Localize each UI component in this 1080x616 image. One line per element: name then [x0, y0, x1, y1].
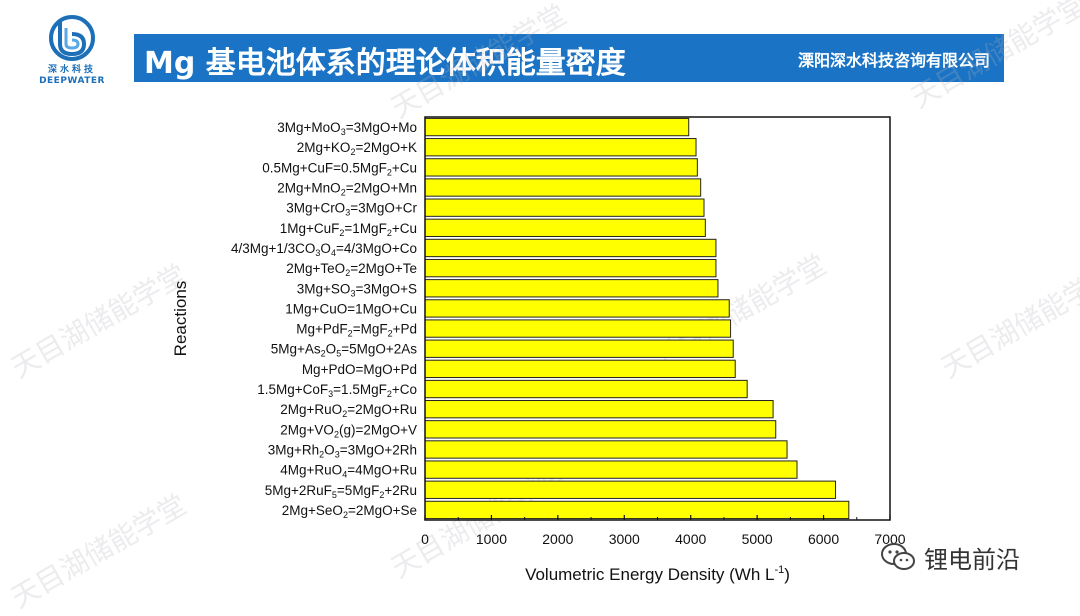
bar [424, 138, 697, 157]
category-labels-group: 3Mg+MoO3=3MgO+Mo 2Mg+KO2=2MgO+K 0.5Mg+CuF=… [231, 120, 418, 520]
category-label: 1.5Mg+CoF3=1.5MgF2+Co [257, 382, 417, 399]
category-label: 2Mg+KO2=2MgO+K [297, 140, 417, 157]
logo-text-en: DEEPWATER [39, 76, 105, 86]
title-bar: Mg 基电池体系的理论体积能量密度 溧阳深水科技咨询有限公司 [134, 34, 1004, 82]
bars-group [424, 117, 850, 520]
logo-text-cn: 深水科技 [47, 65, 96, 75]
bar [424, 319, 732, 338]
bar [424, 460, 798, 479]
page-title: Mg 基电池体系的理论体积能量密度 [144, 46, 626, 81]
category-label: 2Mg+TeO2=2MgO+Te [286, 261, 417, 278]
bar [424, 299, 730, 318]
bar [424, 218, 706, 237]
bar [424, 158, 698, 177]
bar [424, 359, 736, 379]
x-tick-label: 4000 [675, 531, 706, 547]
category-label: 2Mg+VO2(g)=2MgO+V [280, 422, 417, 439]
wechat-icon [881, 543, 915, 570]
bar [424, 379, 748, 399]
x-axis-label-main: Volumetric Energy Density (Wh L [525, 565, 774, 584]
wechat-label: 锂电前沿 [924, 545, 1020, 574]
bar [424, 258, 717, 278]
x-tick-label: 5000 [742, 531, 773, 547]
category-label: 5Mg+As2O5=5MgO+2As [271, 342, 417, 359]
bar [424, 178, 702, 197]
category-label: 5Mg+2RuF5=5MgF2+2Ru [265, 483, 417, 500]
category-label: 2Mg+SeO2=2MgO+Se [282, 503, 417, 520]
category-label: 0.5Mg+CuF=0.5MgF2+Cu [262, 160, 417, 177]
category-label: 2Mg+MnO2=2MgO+Mn [277, 181, 417, 198]
x-axis-label: Volumetric Energy Density (Wh L-1) [525, 564, 790, 584]
bar [424, 440, 788, 459]
x-axis-label-tail: ) [784, 565, 790, 584]
company-name: 溧阳深水科技咨询有限公司 [797, 51, 990, 70]
x-tick-label: 0 [421, 531, 429, 547]
bar [424, 198, 705, 217]
y-axis-label: Reactions [171, 281, 190, 357]
bar [424, 400, 774, 419]
category-label: 3Mg+Rh2O3=3MgO+2Rh [268, 442, 417, 459]
bar [424, 117, 690, 137]
category-label: 3Mg+MoO3=3MgO+Mo [277, 120, 417, 137]
x-tick-label: 1000 [476, 531, 507, 547]
bar [424, 480, 837, 499]
bar [424, 420, 777, 439]
plot-frame [424, 116, 891, 521]
category-label: 3Mg+SO3=3MgO+S [297, 281, 417, 298]
category-label: 4/3Mg+1/3CO3O4=4/3MgO+Co [231, 241, 417, 258]
wechat-badge: 锂电前沿 [880, 540, 1020, 574]
deepwater-logo-icon [49, 15, 95, 61]
x-tick-label: 2000 [542, 531, 573, 547]
logo: 深水科技 DEEPWATER [34, 14, 110, 94]
x-tick-label: 6000 [808, 531, 839, 547]
category-label: 4Mg+RuO4=4MgO+Ru [280, 463, 417, 480]
category-label: 1Mg+CuF2=1MgF2+Cu [280, 221, 417, 238]
bar [424, 339, 734, 358]
bar [424, 279, 719, 298]
category-label: 2Mg+RuO2=2MgO+Ru [280, 402, 417, 419]
category-label: Mg+PdO=MgO+Pd [302, 362, 417, 377]
category-label: Mg+PdF2=MgF2+Pd [296, 322, 417, 339]
x-axis-label-sup: -1 [774, 564, 784, 576]
x-tick-label: 3000 [609, 531, 640, 547]
category-label: 3Mg+CrO3=3MgO+Cr [286, 201, 417, 218]
bar [424, 500, 850, 520]
category-label: 1Mg+CuO=1MgO+Cu [285, 301, 417, 316]
bar [424, 238, 717, 258]
x-tick-label: 7000 [874, 531, 905, 547]
